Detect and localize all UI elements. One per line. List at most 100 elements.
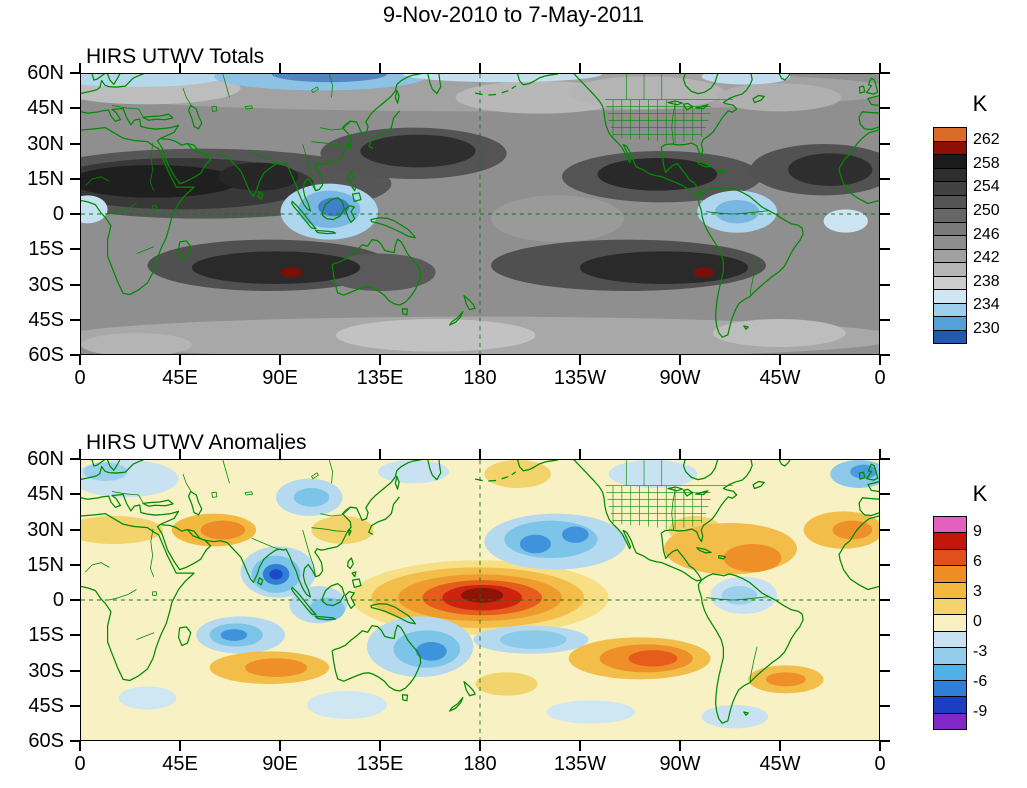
- axis-tick: [279, 63, 281, 73]
- contour-blob: [307, 691, 387, 719]
- lon-tick-label: 90W: [659, 367, 701, 389]
- axis-tick: [579, 63, 581, 73]
- contour-blob: [191, 251, 361, 284]
- colorbar-tick-label: 254: [973, 178, 1000, 196]
- lon-tick-label: 180: [463, 753, 497, 775]
- colorbar-segment: [934, 712, 966, 730]
- colorbar-tick-label: -6: [973, 672, 988, 690]
- contour-blob: [81, 516, 164, 544]
- axis-tick: [779, 741, 781, 751]
- colorbar-segment: [934, 647, 966, 664]
- contour-blob: [218, 162, 299, 191]
- colorbar-tick-labels: 262 258 254 250 246 242 238 234 230: [973, 127, 1021, 342]
- axis-tick: [879, 355, 881, 365]
- axis-tick: [70, 318, 80, 321]
- colorbar-segment: [934, 194, 966, 208]
- lat-tick-label: 30S: [28, 659, 64, 682]
- colorbar-anomalies: [933, 516, 967, 730]
- colorbar-tick-label: 234: [973, 296, 1000, 314]
- axis-tick: [479, 355, 481, 365]
- map-anomalies: [80, 459, 880, 741]
- colorbar-segment: [934, 262, 966, 276]
- contour-blob: [293, 488, 330, 507]
- colorbar-segment: [934, 181, 966, 195]
- contour-blob: [81, 165, 239, 198]
- axis-tick: [479, 741, 481, 751]
- axis-tick: [880, 72, 890, 74]
- colorbar-segment: [934, 140, 966, 154]
- axis-tick: [179, 63, 181, 73]
- axis-tick: [70, 177, 80, 180]
- colorbar-segment: [934, 597, 966, 615]
- axis-tick: [279, 741, 281, 751]
- axis-tick: [880, 142, 890, 145]
- contour-blob: [723, 544, 782, 572]
- lat-tick-label: 60S: [28, 730, 64, 752]
- axis-tick: [70, 72, 80, 74]
- colorbar-tick-label: -9: [973, 702, 988, 720]
- contour-blob: [701, 74, 791, 85]
- contour-blob: [712, 319, 846, 347]
- colorbar-segment: [934, 329, 966, 343]
- colorbar-segment: [934, 221, 966, 235]
- contour-blob: [765, 672, 806, 687]
- axis-tick: [70, 142, 80, 145]
- lon-tick-label: 45E: [162, 367, 198, 389]
- contour-blob: [461, 587, 504, 603]
- contour-blob: [318, 197, 350, 217]
- colorbar-segment: [934, 302, 966, 316]
- axis-tick: [279, 449, 281, 459]
- axis-tick: [880, 563, 890, 566]
- contour-blob: [81, 333, 192, 354]
- colorbar-segment: [934, 316, 966, 330]
- axis-tick: [880, 669, 890, 672]
- axis-tick: [70, 213, 80, 215]
- colorbar-tick-label: 0: [973, 613, 982, 630]
- contour-blob: [484, 460, 551, 488]
- colorbar-segment: [934, 235, 966, 249]
- colorbar-tick-label: 250: [973, 201, 1000, 219]
- colorbar-segment: [934, 208, 966, 222]
- lon-tick-label: 90W: [659, 753, 701, 775]
- lon-tick-label: 90E: [262, 367, 298, 389]
- contour-blob: [823, 209, 868, 233]
- axis-tick: [679, 63, 681, 73]
- contour-blob: [378, 460, 449, 484]
- axis-tick: [179, 355, 181, 365]
- map-canvas-anomalies: [81, 460, 879, 740]
- colorbar-units-label: K: [972, 481, 988, 506]
- contour-blob: [360, 134, 476, 168]
- contour-blob: [546, 700, 636, 724]
- lat-tick-label: 0: [52, 203, 64, 225]
- lat-tick-label: 60S: [28, 344, 64, 366]
- axis-tick: [880, 528, 890, 531]
- axis-tick: [70, 528, 80, 531]
- axis-tick: [880, 213, 890, 215]
- colorbar-totals: [933, 127, 967, 344]
- contour-blob: [335, 319, 536, 352]
- lon-tick-label: 0: [874, 753, 886, 775]
- axis-tick: [880, 248, 890, 251]
- axis-tick: [79, 355, 81, 365]
- lat-tick-label: 60N: [27, 448, 64, 470]
- lon-tick-label: 180: [463, 367, 497, 389]
- axis-tick: [880, 283, 890, 286]
- axis-tick: [70, 458, 80, 460]
- colorbar-tick-label: 258: [973, 154, 1000, 172]
- panel-title-anomalies: HIRS UTWV Anomalies: [86, 431, 307, 454]
- colorbar-segment: [934, 517, 966, 533]
- axis-tick: [880, 704, 890, 707]
- colorbar-tick-label: 262: [973, 131, 1000, 149]
- lat-tick-label: 0: [52, 589, 64, 611]
- contour-blob: [271, 74, 387, 83]
- axis-tick: [880, 354, 890, 356]
- axis-tick: [70, 740, 80, 742]
- lon-tick-label: 45W: [759, 753, 801, 775]
- lat-tick-label: 30N: [27, 518, 64, 541]
- lat-tick-label: 45S: [28, 308, 64, 331]
- contour-blob: [701, 705, 769, 729]
- axis-tick: [70, 563, 80, 566]
- axis-tick: [70, 248, 80, 251]
- colorbar-tick-label: 9: [973, 523, 982, 541]
